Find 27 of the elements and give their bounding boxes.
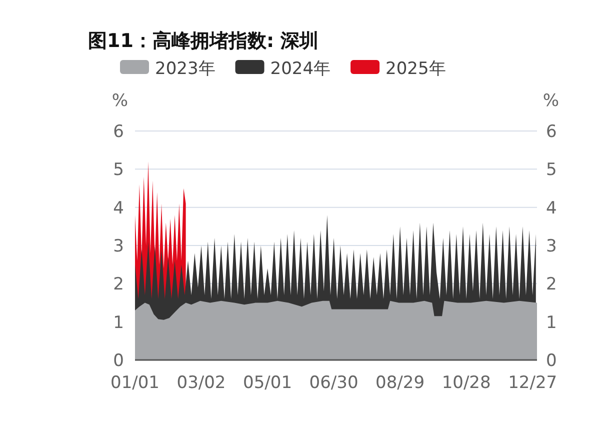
y-tick-label: 4: [113, 198, 124, 218]
x-tick-label: 06/30: [309, 373, 358, 393]
legend-label: 2023年: [155, 59, 216, 79]
y2-tick-label: 6: [546, 122, 557, 142]
x-tick-label: 01/01: [110, 373, 160, 393]
y2-tick-label: 1: [546, 312, 557, 333]
y2-axis-title: %: [542, 91, 560, 111]
legend-label: 2024年: [270, 59, 331, 79]
chart-title: 图11：高峰拥堵指数: 深圳: [88, 30, 319, 52]
y2-tick-label: 5: [546, 160, 557, 180]
y-tick-label: 0: [113, 351, 124, 371]
x-tick-label: 08/29: [376, 373, 425, 393]
y2-tick-label: 4: [546, 198, 557, 218]
x-tick-label: 03/02: [176, 373, 226, 393]
x-tick-label: 10/28: [442, 373, 491, 393]
y2-tick-label: 0: [546, 351, 557, 371]
y-tick-label: 6: [113, 122, 124, 142]
legend-label: 2025年: [386, 59, 446, 79]
y-tick-label: 2: [113, 274, 124, 295]
y-axis-title: %: [112, 91, 128, 111]
x-tick-label: 12/27: [508, 373, 558, 393]
y-tick-label: 3: [113, 236, 124, 256]
y-tick-label: 1: [113, 312, 124, 333]
y2-tick-label: 2: [546, 274, 557, 295]
y-tick-label: 5: [113, 160, 124, 180]
x-tick-label: 05/01: [243, 373, 292, 393]
y2-tick-label: 3: [546, 236, 557, 256]
